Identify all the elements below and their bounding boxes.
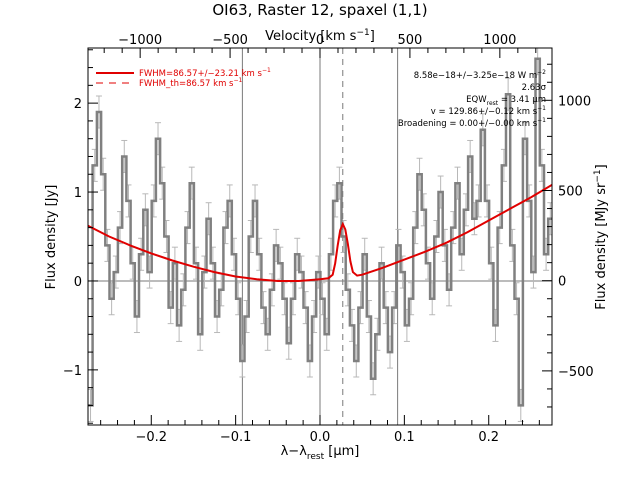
top-axis-label-main: Velocity [km s [265,29,357,44]
right-axis-label-end: ] [594,164,609,169]
fit-annotation-main: 8.58e−18+/−3.25e−18 W m [414,71,537,81]
axes-layer [87,47,553,426]
right-tick-label: −500 [558,365,594,380]
right-tick-label: 500 [558,185,583,200]
right-axis-label-sup: −1 [593,169,603,182]
right-axis-label: Flux density [MJy sr−1] [593,164,609,309]
data-layer [88,48,552,425]
top-axis-label-end: ] [370,29,375,44]
fit-annotation-main: 2.63σ [522,83,547,93]
x-tick-label: 0.2 [478,430,499,445]
x-tick-label: −0.1 [220,430,252,445]
fit-annotation: EQWrest = 3.41 μm [466,95,546,107]
top-axis-label: Velocity [km s−1] [265,28,375,44]
fit-annotation-after: = 3.41 μm [498,95,546,105]
fit-annotation: v = 129.86+/−0.12 km s−1 [431,105,546,117]
y-tick-label: 0 [74,275,82,290]
right-tick-label: 1000 [558,94,591,109]
fit-annotation: Broadening = 0.00+/−0.00 km s−1 [398,117,546,129]
y-tick-label: 2 [74,97,82,112]
top-tick-label: 1000 [483,33,516,48]
chart-title: OI63, Raster 12, spaxel (1,1) [212,1,427,19]
y-axis-label: Flux density [Jy] [44,185,59,290]
fit-annotation-sup: −1 [537,117,546,124]
fit-annotation-main: EQW [466,95,487,105]
data-step-line [88,57,552,407]
x-axis-label-sub: rest [307,452,325,462]
x-axis-label: λ−λrest [μm] [281,444,360,462]
y-tick-label: 1 [74,186,82,201]
top-tick-label: 500 [398,33,423,48]
fit-annotation-sup: −2 [537,69,546,76]
legend-entry-main: FWHM=86.57+/−23.21 km s [139,69,263,79]
legend-entry: FWHM=86.57+/−23.21 km s−1 [139,67,271,79]
legend-entry-sup: −1 [262,67,271,74]
right-tick-label: 0 [558,275,566,290]
text-layer: −0.2 −0.1 0.0 0.1 0.2 −1000 −500 0 500 1000 −1 0 1 2 −… [44,1,609,462]
fit-annotation: 2.63σ [522,83,547,93]
top-tick-label: −500 [212,33,248,48]
x-tick-label: −0.2 [135,430,167,445]
x-axis-label-unit: [μm] [324,444,359,459]
legend-entry-sup: −1 [233,77,242,84]
fit-annotation-main: Broadening = 0.00+/−0.00 km s [398,119,538,129]
legend-entry-main: FWHM_th=86.57 km s [139,79,234,89]
x-tick-label: 0.0 [310,430,331,445]
plot-area [88,48,552,425]
fit-annotation: 8.58e−18+/−3.25e−18 W m−2 [414,69,546,81]
fit-line [88,184,552,282]
legend-entry: FWHM_th=86.57 km s−1 [139,77,243,89]
top-axis-label-sup: −1 [356,28,369,38]
fit-annotation-main: v = 129.86+/−0.12 km s [431,107,538,117]
x-axis-label-main: λ−λ [281,444,308,459]
fit-annotation-sup: −1 [537,105,546,112]
fit-annotation-sub: rest [487,100,499,107]
y-tick-label: −1 [63,364,82,379]
top-tick-label: 0 [316,33,324,48]
right-axis-label-main: Flux density [MJy sr [594,182,609,310]
x-tick-label: 0.1 [394,430,415,445]
top-tick-label: −1000 [118,33,162,48]
